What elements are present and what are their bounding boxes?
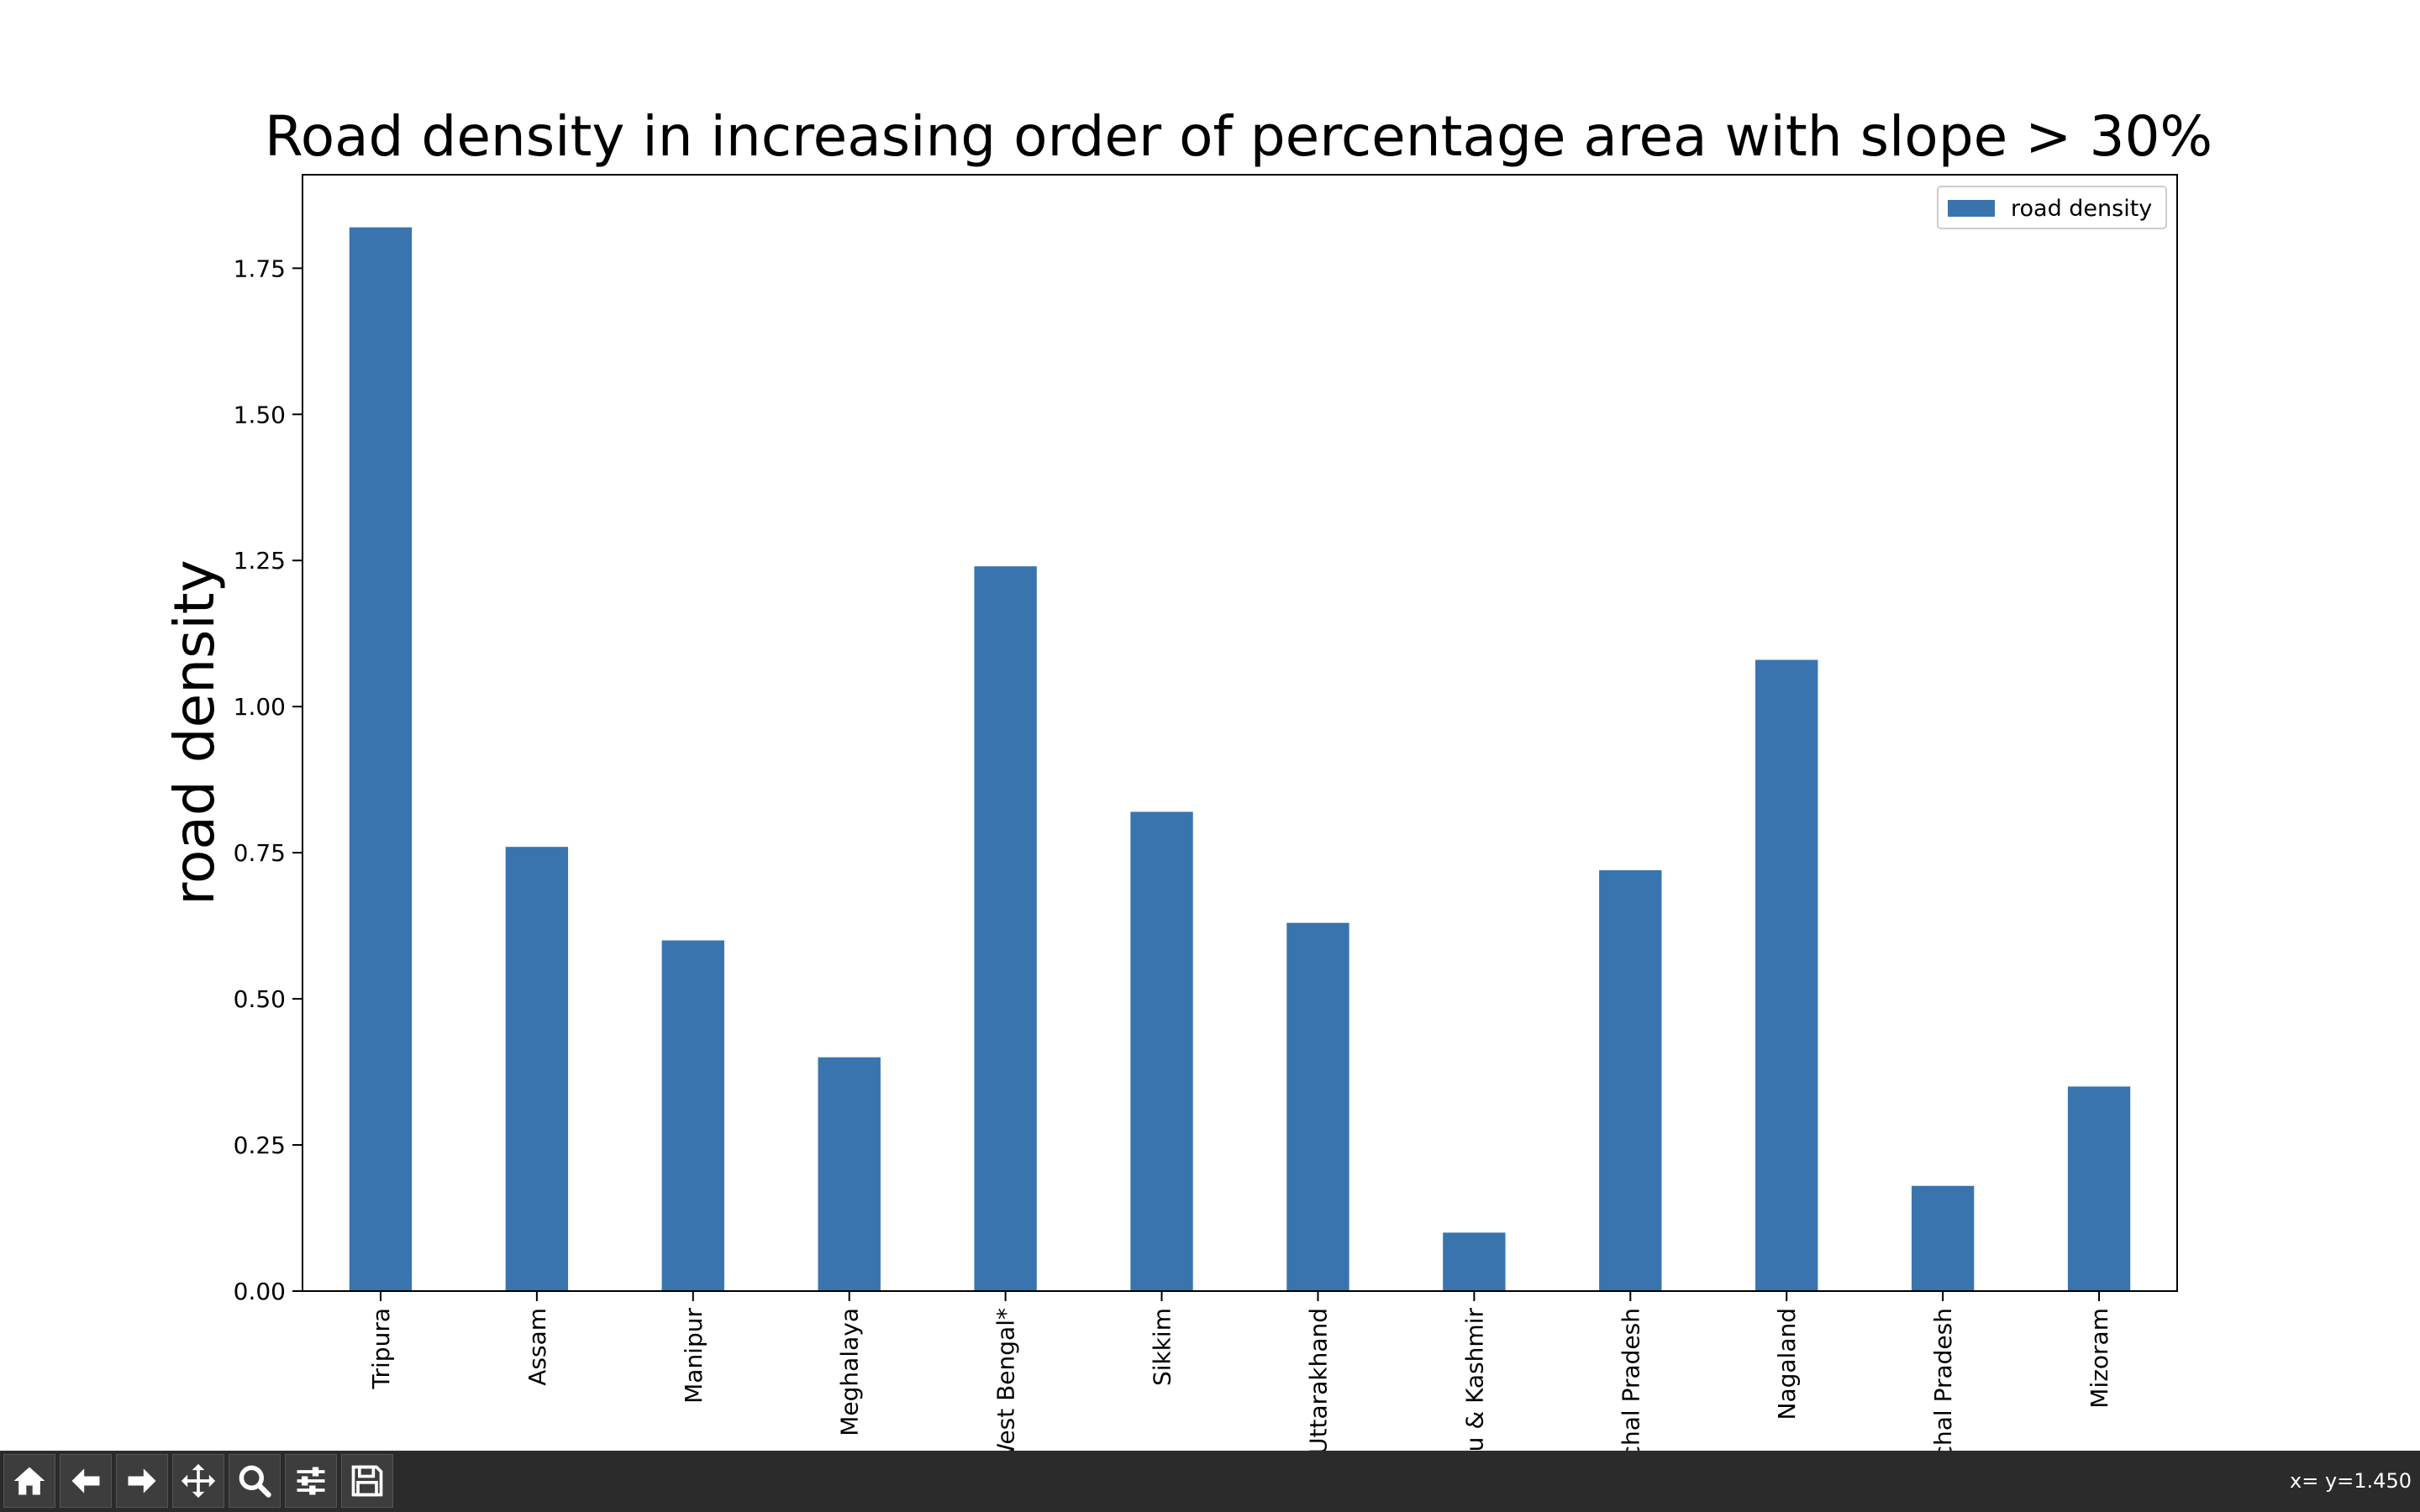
- x-tick-label: Meghalaya: [836, 1308, 864, 1436]
- bar-arunachal-pradesh: [1912, 1186, 1974, 1291]
- y-tick-label: 1.50: [234, 401, 286, 428]
- bar-assam: [506, 847, 568, 1291]
- bar-manipur: [662, 941, 724, 1291]
- magnifier-icon: [236, 1462, 273, 1499]
- forward-button[interactable]: [116, 1454, 168, 1508]
- cursor-coordinates: x= y=1.450: [2290, 1469, 2412, 1493]
- bar-himachal-pradesh: [1599, 870, 1661, 1291]
- back-button[interactable]: [60, 1454, 112, 1508]
- bar-west-bengal: [974, 566, 1036, 1291]
- y-tick-label: 1.25: [234, 547, 286, 575]
- home-button[interactable]: [3, 1454, 55, 1508]
- x-tick-label: Mizoram: [2086, 1308, 2113, 1409]
- bar-tripura: [350, 228, 412, 1291]
- legend-swatch: [1948, 200, 1995, 217]
- y-tick-label: 1.00: [234, 693, 286, 721]
- bar-sikkim: [1130, 811, 1192, 1291]
- sliders-icon: [292, 1462, 329, 1499]
- floppy-disk-icon: [349, 1462, 386, 1499]
- navigation-toolbar: x= y=1.450: [0, 1451, 2420, 1512]
- bar-uttarakhand: [1286, 923, 1349, 1291]
- bar-mizoram: [2068, 1086, 2130, 1291]
- axes-frame: [302, 175, 2177, 1291]
- bars-group: [350, 228, 2130, 1291]
- x-tick-label: Uttarakhand: [1304, 1308, 1332, 1451]
- x-tick-label: Himachal Pradesh: [1617, 1308, 1644, 1451]
- legend: road density: [1938, 186, 2166, 228]
- x-tick-label: Assam: [523, 1308, 551, 1386]
- x-ticks-group: Tripura Assam Manipur Meghalaya West Bengal*…: [367, 1291, 2113, 1451]
- configure-subplots-button[interactable]: [285, 1454, 337, 1508]
- y-ticks-group: 0.00 0.25 0.50 0.75 1.00 1.25 1.50 1.75: [234, 255, 302, 1305]
- arrow-right-icon: [124, 1462, 160, 1499]
- zoom-button[interactable]: [229, 1454, 281, 1508]
- x-tick-label: Jammu & Kashmir: [1460, 1308, 1488, 1451]
- y-tick-label: 1.75: [234, 255, 286, 282]
- x-tick-label: Manipur: [680, 1308, 708, 1404]
- y-tick-label: 0.50: [234, 985, 286, 1013]
- arrow-left-icon: [67, 1462, 104, 1499]
- bar-meghalaya: [818, 1058, 881, 1291]
- y-tick-label: 0.00: [234, 1278, 286, 1305]
- x-tick-label: Nagaland: [1773, 1308, 1801, 1420]
- figure-canvas: Road density in increasing order of perc…: [0, 0, 2420, 1451]
- home-icon: [11, 1462, 48, 1499]
- bar-chart: Road density in increasing order of perc…: [0, 0, 2420, 1451]
- y-axis-label: road density: [162, 559, 227, 905]
- x-tick-label: Arunachal Pradesh: [1929, 1308, 1957, 1451]
- x-tick-label: West Bengal*: [992, 1308, 1020, 1451]
- pan-button[interactable]: [172, 1454, 224, 1508]
- bar-jammu-kashmir: [1443, 1232, 1505, 1291]
- move-icon: [180, 1462, 217, 1499]
- y-tick-label: 0.25: [234, 1131, 286, 1159]
- x-tick-label: Sikkim: [1149, 1308, 1176, 1386]
- bar-nagaland: [1755, 660, 1818, 1291]
- chart-title: Road density in increasing order of perc…: [265, 104, 2212, 169]
- y-tick-label: 0.75: [234, 839, 286, 867]
- save-button[interactable]: [341, 1454, 393, 1508]
- legend-label: road density: [2011, 196, 2152, 222]
- x-tick-label: Tripura: [367, 1308, 395, 1389]
